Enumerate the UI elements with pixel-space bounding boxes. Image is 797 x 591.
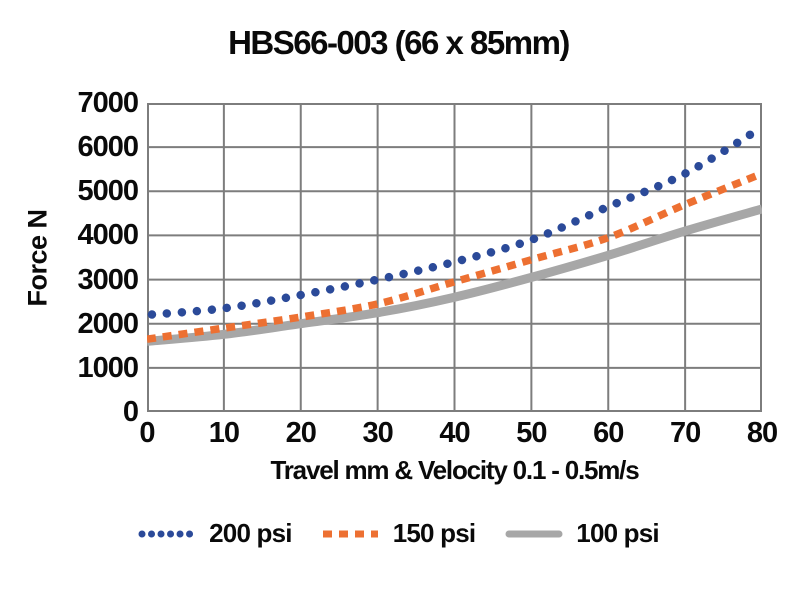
y-tick-label: 0 [122, 396, 139, 428]
legend: 200 psi 150 psi 100 psi [0, 518, 797, 549]
y-tick-label: 6000 [77, 131, 139, 164]
series-curve-100-psi [147, 204, 762, 346]
x-axis-label: Travel mm & Velocity 0.1 - 0.5m/s [270, 455, 640, 485]
legend-marker-200-psi-icon [138, 530, 196, 537]
x-tick-label: 10 [208, 417, 240, 449]
series-curve-200-psi [147, 123, 762, 320]
plot-area [147, 103, 762, 412]
x-tick-label: 30 [362, 417, 393, 449]
plot-frame [147, 103, 762, 412]
legend-label-200-psi: 200 psi [209, 518, 292, 548]
y-tick-label: 2000 [77, 307, 139, 340]
y-tick-label: 3000 [77, 263, 139, 296]
legend-marker-150-psi-icon [322, 530, 378, 537]
y-tick-label: 4000 [77, 219, 139, 252]
x-tick-label: 50 [516, 417, 547, 449]
legend-marker-100-psi-icon [505, 530, 563, 537]
legend-label-100-psi: 100 psi [576, 518, 659, 548]
y-tick-label: 1000 [77, 351, 139, 384]
legend-item-200-psi: 200 psi [138, 518, 292, 549]
chart-title: HBS66-003 (66 x 85mm) [228, 24, 570, 61]
x-tick-label: 80 [746, 417, 778, 449]
y-tick-label: 5000 [77, 175, 139, 208]
x-tick-label: 70 [669, 417, 701, 449]
legend-label-150-psi: 150 psi [392, 518, 476, 548]
x-tick-label: 20 [285, 417, 317, 449]
x-tick-label: 60 [593, 417, 624, 449]
x-tick-label: 40 [439, 417, 470, 449]
legend-item-150-psi: 150 psi [322, 518, 476, 549]
series-curve-150-psi [147, 170, 762, 343]
x-tick-label: 0 [139, 417, 155, 449]
legend-item-100-psi: 100 psi [505, 518, 660, 549]
y-tick-label: 7000 [77, 87, 139, 119]
